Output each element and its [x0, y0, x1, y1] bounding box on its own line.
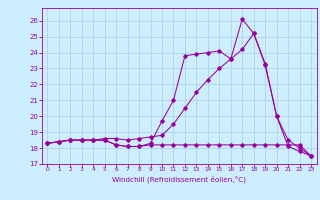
X-axis label: Windchill (Refroidissement éolien,°C): Windchill (Refroidissement éolien,°C) [112, 175, 246, 183]
